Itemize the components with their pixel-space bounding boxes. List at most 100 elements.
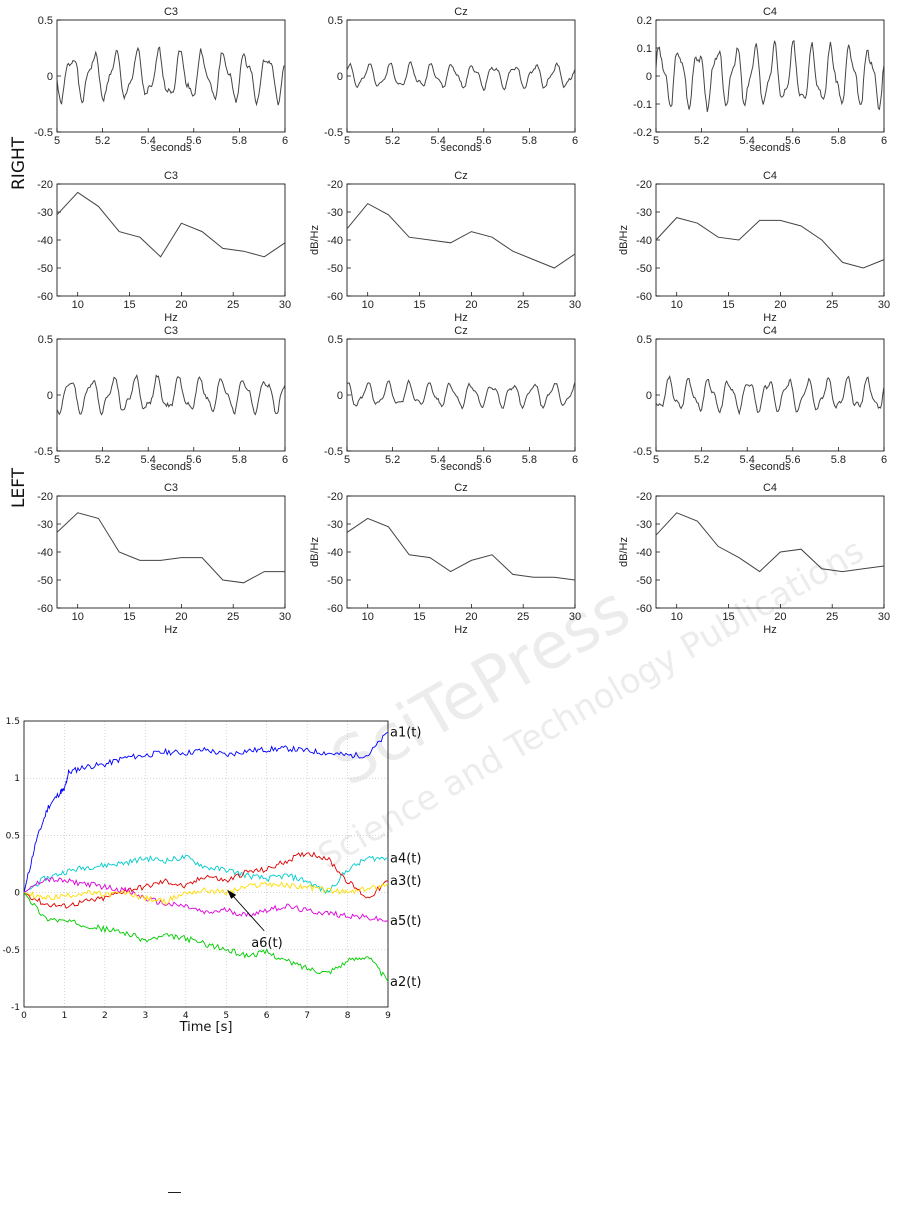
series-label-a5t: a5(t) <box>390 914 421 929</box>
x-tick-label: 5.4 <box>141 135 156 147</box>
x-tick-label: 2 <box>102 1011 108 1021</box>
y-tick-label: 0.5 <box>637 334 652 346</box>
y-tick-label: -40 <box>327 547 343 559</box>
x-tick-label: 15 <box>722 299 734 311</box>
series-line-a3t <box>23 851 389 909</box>
y-tick-label: -30 <box>636 207 652 219</box>
y-tick-label: 0 <box>47 71 53 83</box>
y-tick-label: -60 <box>327 291 343 303</box>
row-label-right: RIGHT <box>9 136 29 190</box>
panel-left-c4-seconds: C4 seconds 5 5.2 5.4 5.6 5.8 6 -0.5 0 0.5 <box>633 325 887 473</box>
y-tick-label: -1 <box>11 1003 20 1013</box>
x-tick-label: 6 <box>282 135 288 147</box>
y-tick-label: -50 <box>636 263 652 275</box>
axes-frame <box>346 183 576 297</box>
signal-line <box>346 202 576 269</box>
x-tick-label: 0 <box>21 1011 27 1021</box>
axes-frame <box>346 495 576 609</box>
row-label-left: LEFT <box>9 467 29 508</box>
x-tick-label: 9 <box>385 1011 391 1021</box>
x-axis-label: seconds <box>441 142 482 154</box>
y-tick-label: -0.5 <box>324 127 343 139</box>
y-tick-label: -0.5 <box>34 127 53 139</box>
x-tick-label: 25 <box>826 611 838 623</box>
x-tick-label: 5.2 <box>694 135 709 147</box>
panel-left-c3-hz: C3 Hz 10 15 20 25 30 -60 -50 -40 -30 -20 <box>37 482 291 636</box>
x-tick-label: 25 <box>227 299 239 311</box>
x-tick-label: 25 <box>517 611 529 623</box>
x-tick-label: 25 <box>227 611 239 623</box>
y-tick-label: 0 <box>646 390 652 402</box>
x-tick-label: 20 <box>774 611 786 623</box>
y-tick-label: -60 <box>636 603 652 615</box>
panel-left-c4-hz: C4 Hz dB/Hz 10 15 20 25 30 -60 -50 -40 -30 -20 <box>618 482 890 636</box>
x-tick-label: 5.8 <box>522 454 537 466</box>
panel-title: C4 <box>763 6 777 18</box>
x-axis-label: seconds <box>151 142 192 154</box>
x-tick-label: 20 <box>774 299 786 311</box>
signal-line <box>655 374 885 416</box>
x-tick-label: 5.2 <box>385 135 400 147</box>
axes-frame <box>655 338 885 452</box>
panel-left-cz-hz: Cz Hz dB/Hz 10 15 20 25 30 -60 -50 -40 -30 -20 <box>309 482 581 636</box>
x-tick-label: 6 <box>881 454 887 466</box>
y-tick-label: -50 <box>327 263 343 275</box>
x-tick-label: 15 <box>413 299 425 311</box>
y-tick-label: -60 <box>37 291 53 303</box>
x-tick-label: 5.6 <box>476 454 491 466</box>
panel-left-c3-seconds: C3 seconds 5 5.2 5.4 5.6 5.8 6 -0.5 0 0.5 <box>34 325 288 473</box>
annotation-arrowhead <box>227 889 237 899</box>
y-tick-label: -0.5 <box>34 446 53 458</box>
x-tick-label: 5 <box>653 135 659 147</box>
signal-line <box>56 46 286 107</box>
x-tick-label: 8 <box>345 1011 351 1021</box>
x-tick-label: 5 <box>344 135 350 147</box>
y-tick-label: 0.5 <box>6 831 20 841</box>
x-tick-label: 1 <box>62 1011 68 1021</box>
x-tick-label: 6 <box>572 454 578 466</box>
x-tick-label: 5.2 <box>385 454 400 466</box>
x-axis-label: Time [s] <box>179 1020 233 1035</box>
panel-right-cz-seconds: Cz seconds 5 5.2 5.4 5.6 5.8 6 -0.5 0 0.5 <box>324 6 578 154</box>
panel-title: C4 <box>763 170 777 182</box>
axes-frame <box>346 338 576 452</box>
series-line-a5t <box>23 877 389 922</box>
x-tick-label: 10 <box>72 299 84 311</box>
x-tick-label: 6 <box>881 135 887 147</box>
watermark: SciTePress Science and Technology Public… <box>311 531 870 877</box>
panel-title: C4 <box>763 482 777 494</box>
y-tick-label: -50 <box>327 575 343 587</box>
signal-line <box>56 512 285 584</box>
x-tick-label: 5.8 <box>831 135 846 147</box>
x-tick-label: 30 <box>569 299 581 311</box>
x-axis-label: seconds <box>151 461 192 473</box>
x-tick-label: 10 <box>671 611 683 623</box>
x-tick-label: 10 <box>671 299 683 311</box>
axes-frame <box>56 19 286 133</box>
x-axis-label: seconds <box>441 461 482 473</box>
signal-line <box>655 512 885 573</box>
y-tick-label: -50 <box>37 575 53 587</box>
x-tick-label: 5.4 <box>740 135 755 147</box>
panel-title: C3 <box>164 6 178 18</box>
y-axis-label: dB/Hz <box>309 225 321 255</box>
y-tick-label: 0.1 <box>637 43 652 55</box>
x-tick-label: 5.8 <box>232 454 247 466</box>
x-tick-label: 5 <box>223 1011 229 1021</box>
panel-title: Cz <box>454 325 467 337</box>
y-tick-label: -20 <box>327 179 343 191</box>
signal-line <box>346 379 576 410</box>
x-tick-label: 5.4 <box>431 454 446 466</box>
signal-line <box>56 373 286 416</box>
panel-right-c3-seconds: C3 seconds 5 5.2 5.4 5.6 5.8 6 -0.5 0 0.5 <box>34 6 288 154</box>
x-tick-label: 5.6 <box>785 135 800 147</box>
panel-right-cz-hz: Cz Hz dB/Hz 10 15 20 25 30 -60 -50 -40 -30 -20 <box>309 170 581 324</box>
x-tick-label: 6 <box>572 135 578 147</box>
x-tick-label: 7 <box>304 1011 310 1021</box>
plots-layer: C3 seconds 5 5.2 5.4 5.6 5.8 6 -0.5 0 0.5 Cz seconds… <box>2 6 890 1035</box>
x-axis-label: Hz <box>164 312 177 324</box>
y-tick-label: -0.5 <box>2 946 20 956</box>
series-line-a1t <box>23 732 389 893</box>
y-tick-label: -30 <box>636 519 652 531</box>
y-tick-label: -50 <box>636 575 652 587</box>
